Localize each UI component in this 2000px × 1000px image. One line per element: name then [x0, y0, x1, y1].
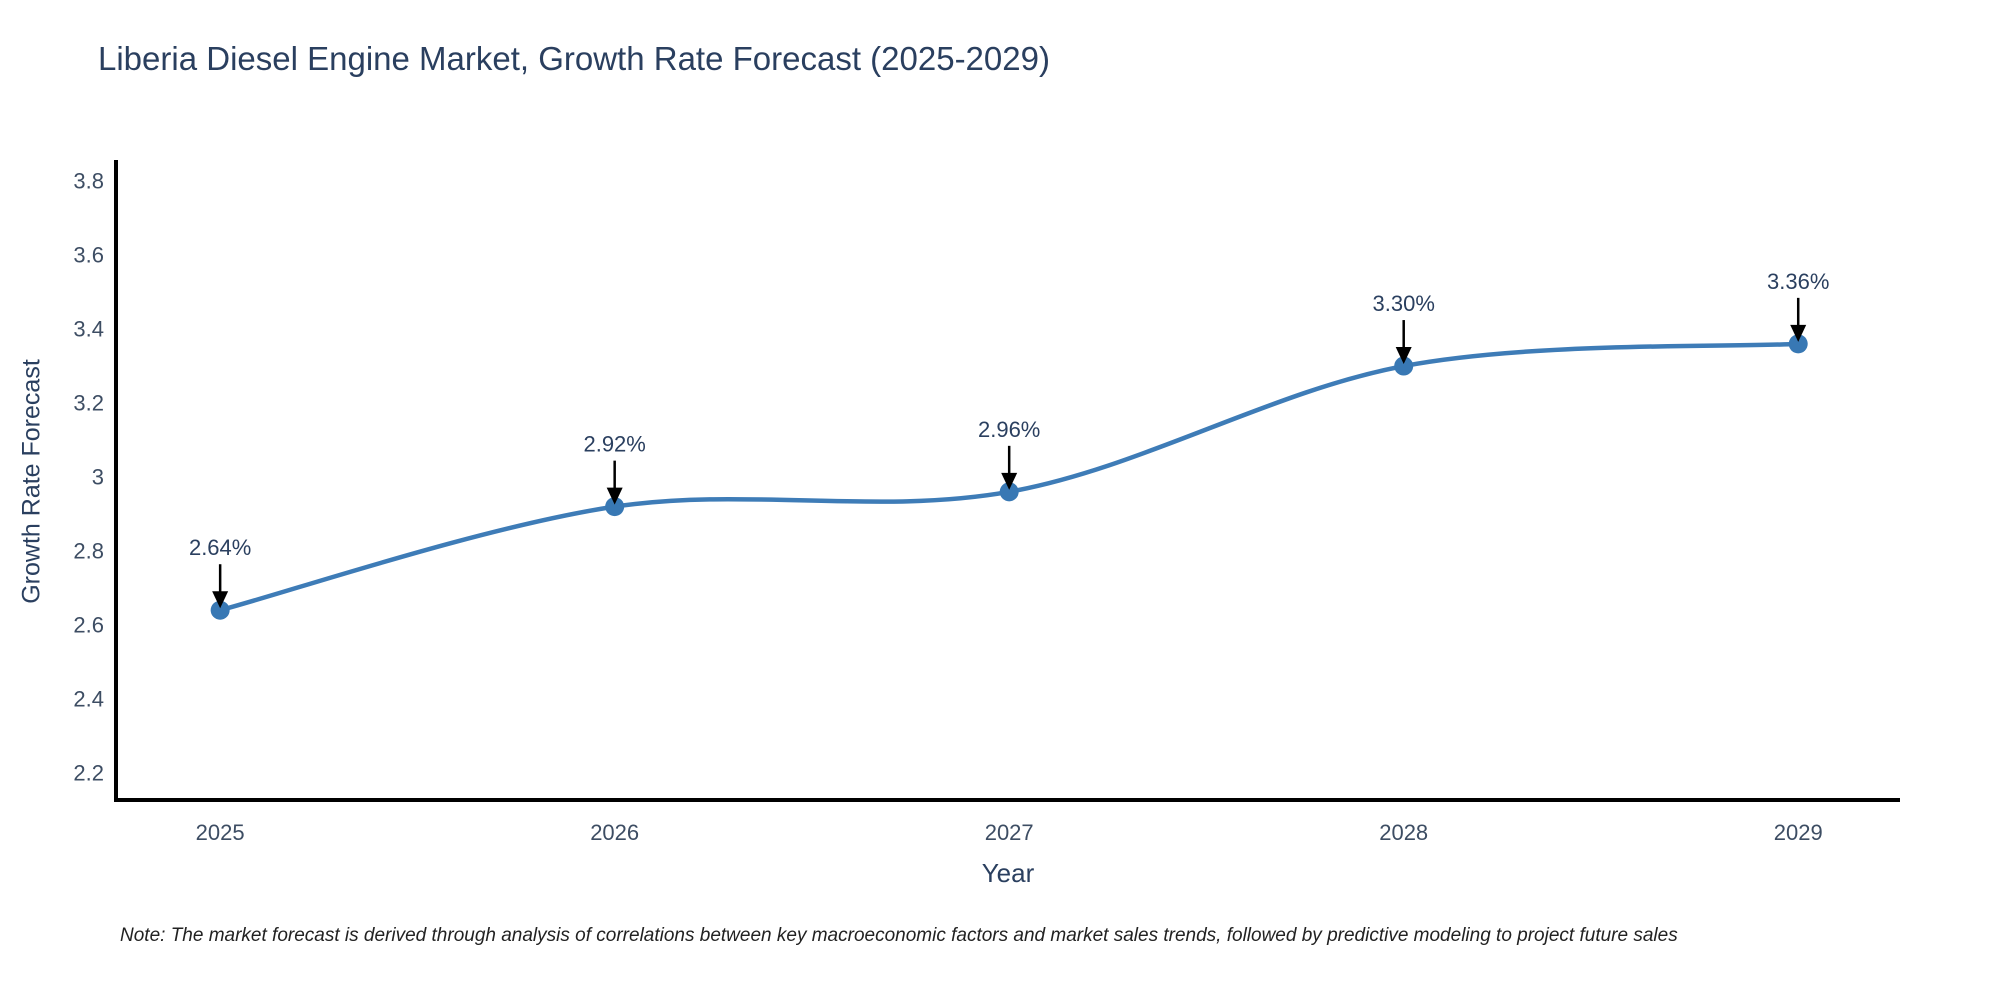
y-tick-label: 3.4 — [73, 317, 104, 342]
x-tick-labels: 2025 2026 2027 2028 2029 — [196, 820, 1823, 845]
data-point-2026[interactable] — [605, 497, 625, 517]
footnote-text: Note: The market forecast is derived thr… — [120, 925, 1678, 946]
y-tick-label: 3.8 — [73, 169, 104, 194]
y-tick-label: 2.4 — [73, 687, 104, 712]
point-value-label: 2.96% — [978, 417, 1040, 442]
axis-lines — [114, 160, 1900, 802]
x-tick-label: 2025 — [196, 820, 245, 845]
data-point-2028[interactable] — [1394, 356, 1414, 376]
data-point-2025[interactable] — [210, 600, 230, 620]
point-value-label: 2.64% — [189, 535, 251, 560]
y-tick-label: 3.2 — [73, 391, 104, 416]
x-tick-label: 2026 — [590, 820, 639, 845]
x-tick-label: 2027 — [985, 820, 1034, 845]
chart-title: Liberia Diesel Engine Market, Growth Rat… — [98, 40, 1050, 77]
annotation-arrow-head — [606, 487, 623, 505]
annotation-arrow-head — [212, 591, 229, 609]
y-tick-label: 2.6 — [73, 613, 104, 638]
axes — [114, 160, 1900, 802]
x-tick-label: 2029 — [1774, 820, 1823, 845]
x-tick-label: 2028 — [1379, 820, 1428, 845]
x-axis-title: Year — [981, 858, 1035, 888]
data-point-2027[interactable] — [999, 482, 1019, 502]
y-tick-labels: 3.8 3.6 3.4 3.2 3 2.8 2.6 2.4 2.2 — [73, 169, 104, 786]
point-value-label: 2.92% — [583, 432, 645, 457]
annotation-arrow-head — [1790, 324, 1807, 342]
y-tick-label: 3 — [92, 465, 104, 490]
data-points — [210, 334, 1808, 620]
y-tick-label: 3.6 — [73, 243, 104, 268]
y-tick-label: 2.2 — [73, 760, 104, 785]
point-value-label: 3.36% — [1767, 269, 1829, 294]
y-tick-label: 2.8 — [73, 539, 104, 564]
point-value-label: 3.30% — [1373, 291, 1435, 316]
y-axis-title: Growth Rate Forecast — [17, 359, 46, 604]
data-point-2029[interactable] — [1788, 334, 1808, 354]
annotations: 2.64% 2.92% 2.96% 3.30% 3.36% — [189, 269, 1829, 609]
annotation-arrow-head — [1001, 472, 1018, 490]
annotation-arrow-head — [1395, 347, 1412, 365]
